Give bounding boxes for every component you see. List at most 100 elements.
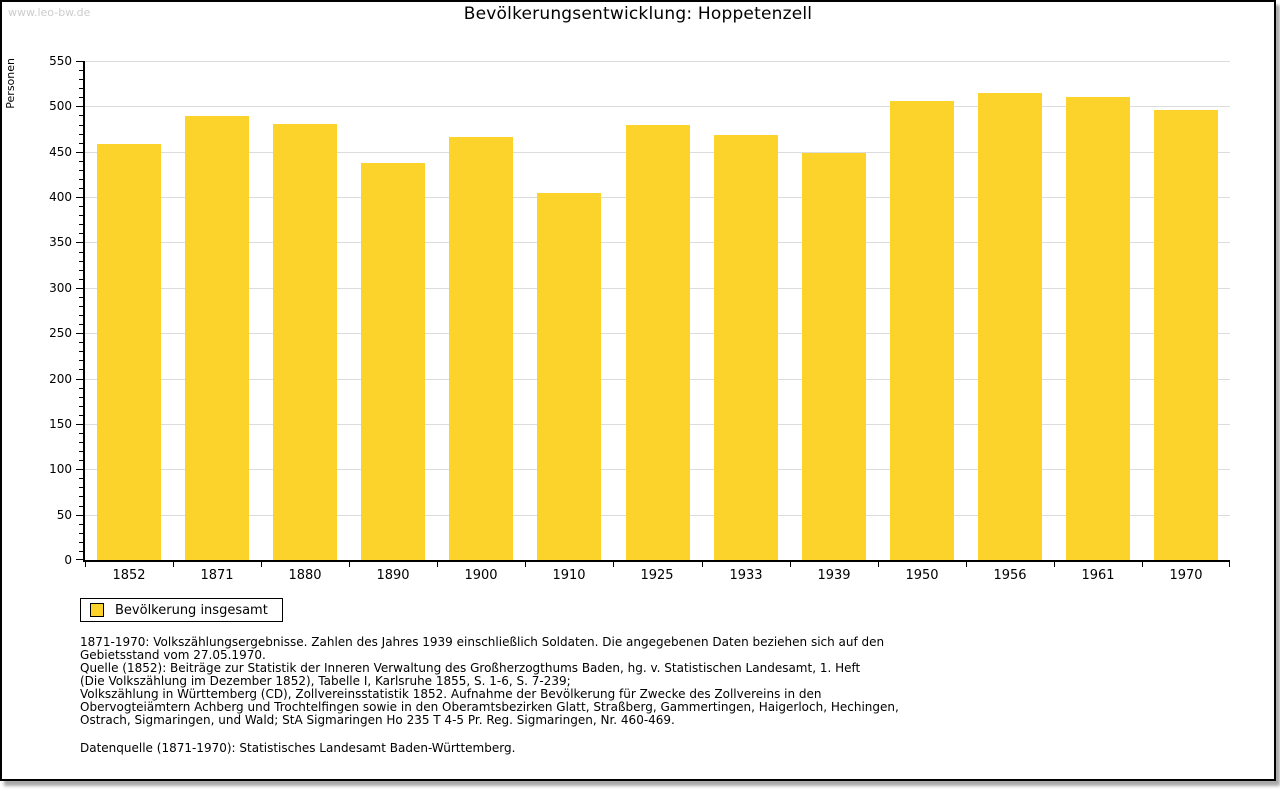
y-axis-minor-tick xyxy=(79,369,83,371)
bar-1956 xyxy=(978,93,1042,560)
y-axis-major-tick xyxy=(76,61,83,62)
x-axis-tick xyxy=(790,562,791,567)
x-axis-tick xyxy=(261,562,262,567)
x-axis-tick xyxy=(1229,562,1230,567)
y-axis-minor-tick xyxy=(79,387,83,389)
y-axis-minor-tick xyxy=(79,115,83,117)
gridline xyxy=(85,61,1230,62)
y-axis-minor-tick xyxy=(79,278,83,280)
bar-1852 xyxy=(97,144,161,560)
y-axis-tick-label: 150 xyxy=(49,416,72,431)
y-axis-major-tick xyxy=(76,242,83,244)
x-axis-tick-label: 1880 xyxy=(288,568,322,583)
source-notes: 1871-1970: Volkszählungsergebnisse. Zahl… xyxy=(80,635,899,727)
y-axis-major-tick xyxy=(76,469,83,471)
x-axis-tick-label: 1956 xyxy=(993,568,1027,583)
legend-swatch xyxy=(90,603,104,617)
y-axis-minor-tick xyxy=(79,124,83,126)
x-axis-tick-label: 1961 xyxy=(1081,568,1115,583)
y-axis-minor-tick xyxy=(79,269,83,271)
y-axis-minor-tick xyxy=(79,169,83,171)
x-axis-tick-label: 1933 xyxy=(729,568,763,583)
y-axis-minor-tick xyxy=(79,505,83,507)
y-axis-tick-label: 0 xyxy=(64,553,72,567)
y-axis-minor-tick xyxy=(79,188,83,190)
y-axis-minor-tick xyxy=(79,451,83,453)
y-axis-minor-tick xyxy=(79,251,83,253)
x-axis-tick xyxy=(613,562,614,567)
x-axis-tick xyxy=(878,562,879,567)
y-axis-minor-tick xyxy=(79,405,83,407)
y-axis-minor-tick xyxy=(79,487,83,489)
y-axis-minor-tick xyxy=(79,224,83,226)
bar-1925 xyxy=(626,125,690,560)
y-axis-tick-label: 350 xyxy=(49,235,72,250)
y-axis-tick-label: 50 xyxy=(56,507,72,522)
legend: Bevölkerung insgesamt xyxy=(80,598,283,622)
x-axis-tick-label: 1910 xyxy=(552,568,586,583)
y-axis-minor-tick xyxy=(79,460,83,462)
y-axis-minor-tick xyxy=(79,532,83,534)
y-axis-minor-tick xyxy=(79,142,83,144)
y-axis-major-tick xyxy=(76,197,83,199)
bar-1880 xyxy=(273,124,337,560)
bar-1890 xyxy=(361,163,425,560)
y-axis-tick-label: 200 xyxy=(49,371,72,386)
y-axis-tick-label: 400 xyxy=(49,190,72,205)
y-axis-minor-tick xyxy=(79,541,83,543)
y-axis-minor-tick xyxy=(79,396,83,398)
y-axis-minor-tick xyxy=(79,178,83,180)
y-axis-minor-tick xyxy=(79,79,83,81)
bar-1970 xyxy=(1154,110,1218,560)
y-axis-minor-tick xyxy=(79,414,83,416)
legend-label: Bevölkerung insgesamt xyxy=(115,602,268,618)
y-axis-minor-tick xyxy=(79,215,83,217)
y-axis-major-tick xyxy=(76,106,83,108)
bar-1933 xyxy=(714,135,778,560)
x-axis-tick xyxy=(1054,562,1055,567)
y-axis-minor-tick xyxy=(79,442,83,444)
y-axis-minor-tick xyxy=(79,260,83,262)
y-axis-major-tick xyxy=(76,378,83,380)
y-axis-minor-tick xyxy=(79,305,83,307)
y-axis-minor-tick xyxy=(79,324,83,326)
bar-1910 xyxy=(537,193,601,560)
x-axis-tick-label: 1939 xyxy=(817,568,851,583)
x-axis-tick xyxy=(349,562,350,567)
y-axis-title: Personen xyxy=(4,58,17,109)
bar-1939 xyxy=(802,153,866,560)
bar-1900 xyxy=(449,137,513,560)
x-axis-tick-label: 1900 xyxy=(464,568,498,583)
plot-area: 0 50 100 150 200 250 300 350 400 450 500 550 1852 187… xyxy=(49,54,1230,583)
x-axis-tick-label: 1925 xyxy=(640,568,674,583)
y-axis-minor-tick xyxy=(79,97,83,99)
bar-1871 xyxy=(185,116,249,560)
y-axis-major-tick xyxy=(76,423,83,425)
y-axis-tick-label: 550 xyxy=(49,54,72,68)
x-axis-tick xyxy=(966,562,967,567)
y-axis-tick-label: 250 xyxy=(49,326,72,341)
y-axis-major-tick xyxy=(76,333,83,335)
y-axis-major-tick xyxy=(76,287,83,289)
y-axis-minor-tick xyxy=(79,550,83,552)
x-axis-tick xyxy=(1142,562,1143,567)
y-axis-major-tick xyxy=(76,514,83,516)
y-axis-minor-tick xyxy=(79,315,83,317)
y-axis-minor-tick xyxy=(79,70,83,72)
x-axis-tick xyxy=(85,562,86,567)
y-axis-minor-tick xyxy=(79,133,83,135)
watermark: www.leo-bw.de xyxy=(8,6,91,19)
gridline xyxy=(85,106,1230,108)
y-axis-minor-tick xyxy=(79,342,83,344)
x-axis-tick xyxy=(437,562,438,567)
y-axis-minor-tick xyxy=(79,432,83,434)
y-axis-minor-tick xyxy=(79,88,83,90)
x-axis-tick xyxy=(702,562,703,567)
x-axis-tick-label: 1890 xyxy=(376,568,410,583)
y-axis-minor-tick xyxy=(79,351,83,353)
y-axis-minor-tick xyxy=(79,233,83,235)
y-axis-tick-label: 500 xyxy=(49,99,72,114)
y-axis-minor-tick xyxy=(79,496,83,498)
x-axis-tick-label: 1852 xyxy=(112,568,146,583)
